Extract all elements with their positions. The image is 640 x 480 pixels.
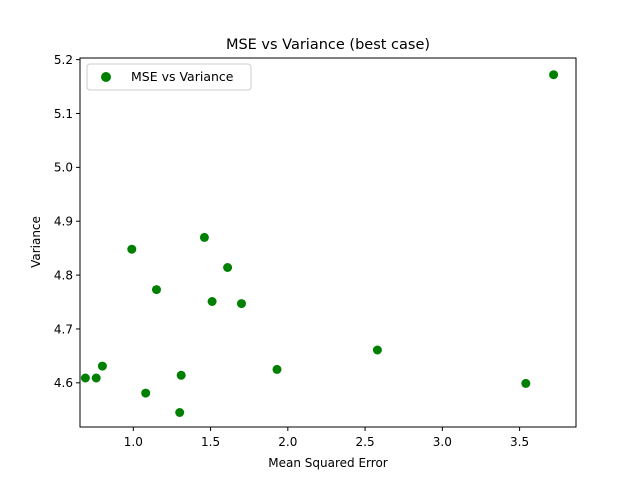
x-axis-label: Mean Squared Error [268,456,388,470]
y-axis-label: Variance [29,216,43,268]
plot-frame [79,57,577,428]
data-point [97,361,107,371]
y-tick-label: 4.7 [54,322,73,336]
x-tick-label: 3.0 [433,435,452,449]
chart-title: MSE vs Variance (best case) [226,37,430,53]
legend: MSE vs Variance [86,63,252,91]
data-point [223,263,233,272]
y-tick-label: 4.8 [54,268,73,282]
y-tick-label: 5.0 [54,161,73,175]
data-point [175,408,185,417]
legend-entry: MSE vs Variance [131,69,234,84]
data-point [272,364,282,374]
y-tick-label: 5.1 [54,107,73,121]
x-tick-label: 2.0 [278,435,297,449]
data-point [372,345,382,355]
y-tick-label: 4.6 [54,376,73,390]
data-point [80,373,90,383]
data-point [237,299,246,309]
x-tick-label: 1.0 [124,435,143,449]
data-point [91,373,101,383]
data-point [141,388,151,398]
x-tick-label: 3.5 [510,435,529,449]
y-axis-ticks: 4.6 4.7 4.8 4.9 5.0 5.1 5.2 [54,53,80,390]
x-tick-label: 2.5 [356,435,375,449]
x-tick-label: 1.5 [201,435,220,449]
legend-box [86,63,252,91]
data-point [199,232,209,242]
y-tick-label: 4.9 [54,215,73,229]
data-point [549,70,559,80]
x-axis-ticks: 1.0 1.5 2.0 2.5 3.0 3.5 [124,427,529,449]
data-point [207,297,217,306]
data-point [152,285,161,295]
data-point [127,244,137,254]
y-tick-label: 5.2 [54,53,73,67]
data-points [80,70,559,417]
legend-marker [101,72,111,82]
data-point [521,378,531,388]
data-point [176,370,186,380]
